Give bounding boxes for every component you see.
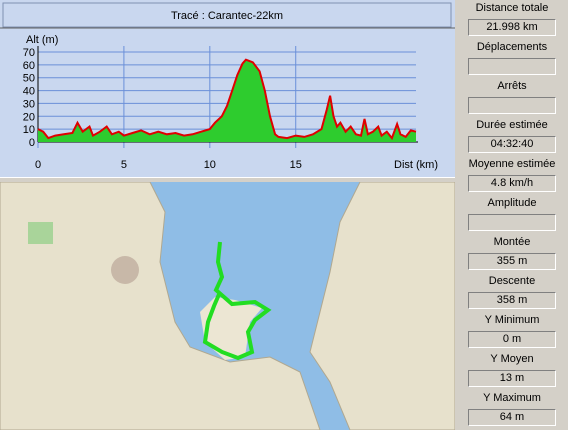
profile-panel: Tracé : Carantec-22km Alt (m) Dist (km) … [0, 0, 455, 178]
stat-label: Descente [488, 275, 536, 287]
stat-label: Y Maximum [483, 392, 541, 404]
chart-title: Tracé : Carantec-22km [171, 10, 283, 22]
stat-value: 21.998 km [468, 19, 556, 36]
stat-row: Durée estimée 04:32:40 [458, 117, 566, 156]
stat-label: Déplacements [476, 41, 548, 53]
stat-label: Amplitude [487, 197, 537, 209]
y-tick-label: 70 [23, 47, 35, 59]
map [0, 182, 455, 430]
land-west [0, 182, 321, 430]
stat-label: Arrêts [497, 80, 527, 92]
stat-row: Distance totale 21.998 km [458, 0, 566, 39]
x-axis-label: Dist (km) [394, 159, 438, 171]
stat-row: Descente 358 m [458, 273, 566, 312]
stat-value: 13 m [468, 370, 556, 387]
peninsula [200, 297, 262, 360]
stat-value: 4.8 km/h [468, 175, 556, 192]
stat-label: Moyenne estimée [468, 158, 556, 170]
stats-panel: Distance totale 21.998 km Déplacements Arrê… [458, 0, 568, 430]
chart: Tracé : Carantec-22km Alt (m) Dist (km) … [0, 2, 455, 171]
stat-label: Durée estimée [476, 119, 548, 131]
stat-row: Déplacements [458, 39, 566, 78]
stat-row: Y Maximum 64 m [458, 390, 566, 429]
stat-label: Y Minimum [484, 314, 540, 326]
x-tick-label: 10 [204, 159, 216, 171]
stat-label: Distance totale [475, 2, 549, 14]
stat-row: Arrêts [458, 78, 566, 117]
town [111, 256, 139, 284]
track [202, 241, 272, 361]
title-box [2, 2, 452, 28]
y-tick-label: 30 [23, 98, 35, 110]
stat-row: Montée 355 m [458, 234, 566, 273]
profile-line [37, 58, 417, 141]
stat-value [468, 97, 556, 114]
land-east [309, 182, 455, 430]
stat-label: Montée [493, 236, 531, 248]
stat-value [468, 58, 556, 75]
stat-value [468, 214, 556, 231]
y-tick-label: 40 [23, 86, 35, 98]
stat-row: Y Moyen 13 m [458, 351, 566, 390]
stat-value: 355 m [468, 253, 556, 270]
stat-row: Y Minimum 0 m [458, 312, 566, 351]
y-tick-label: 20 [23, 111, 35, 123]
x-tick-label: 5 [121, 159, 127, 171]
stat-value: 04:32:40 [468, 136, 556, 153]
stat-value: 0 m [468, 331, 556, 348]
area [38, 59, 416, 143]
stat-value: 64 m [468, 409, 556, 426]
stat-row: Amplitude [458, 195, 566, 234]
y-tick-label: 60 [23, 60, 35, 72]
stat-value: 358 m [468, 292, 556, 309]
park [28, 222, 53, 244]
y-tick-label: 50 [23, 73, 35, 85]
y-tick-label: 0 [29, 137, 35, 149]
stat-label: Y Moyen [490, 353, 534, 365]
x-tick-label: 0 [35, 159, 41, 171]
x-tick-label: 15 [290, 159, 302, 171]
y-axis-label: Alt (m) [26, 34, 58, 46]
stat-row: Moyenne estimée 4.8 km/h [458, 156, 566, 195]
y-tick-label: 10 [23, 124, 35, 136]
